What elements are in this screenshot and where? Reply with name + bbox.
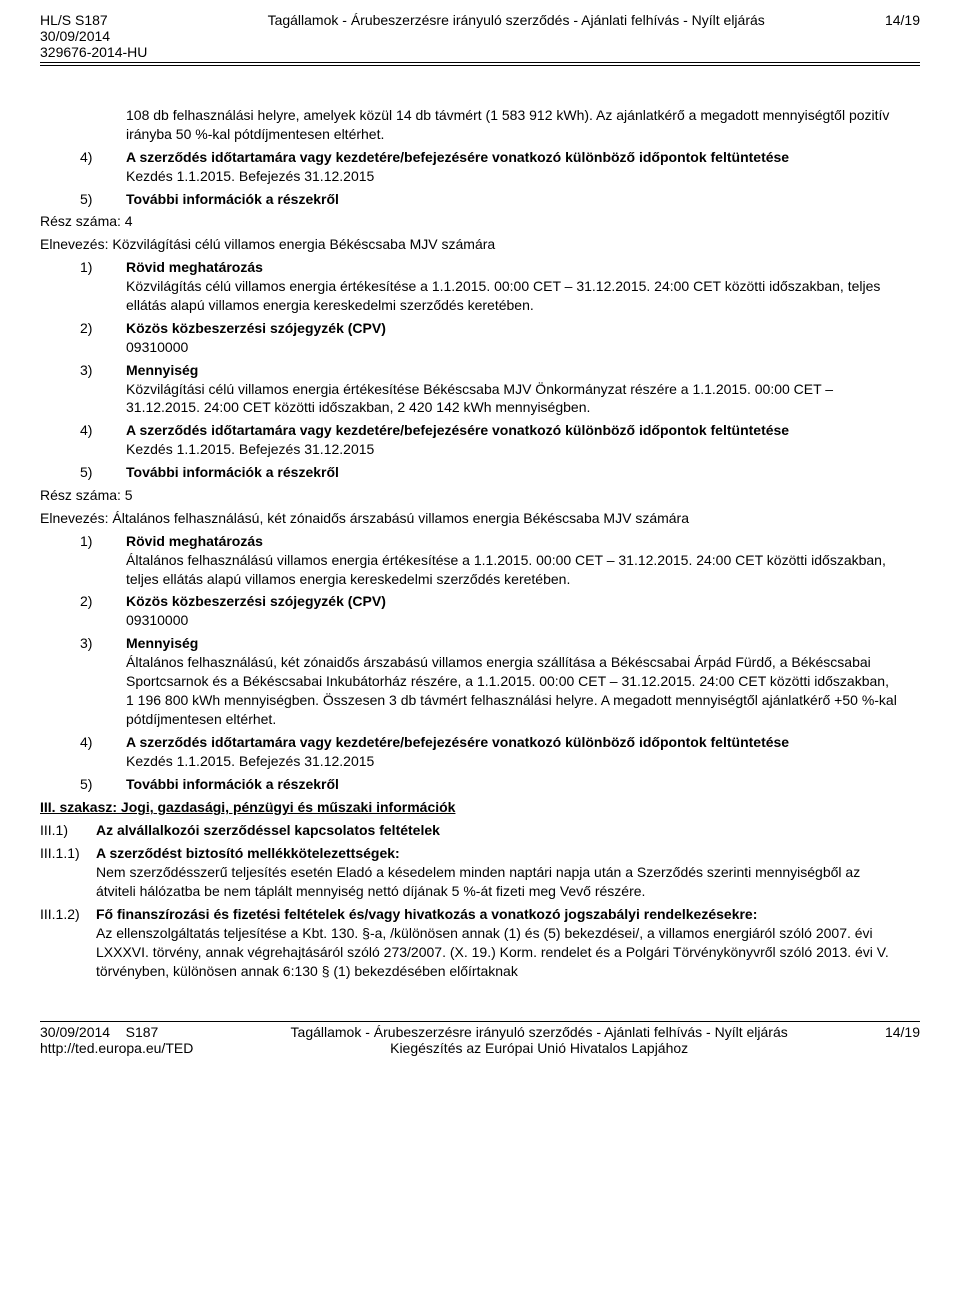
part4-item-4: 4) A szerződés időtartamára vagy kezdeté…: [80, 421, 900, 459]
part4-2-title: Közös közbeszerzési szójegyzék (CPV): [126, 319, 900, 338]
part-4-number: Rész száma: 4: [40, 212, 900, 231]
item-number: 3): [80, 634, 126, 728]
footer-date: 30/09/2014: [40, 1024, 110, 1040]
iii-number: III.1.1): [40, 844, 96, 901]
item-number: 2): [80, 319, 126, 357]
part5-4-title: A szerződés időtartamára vagy kezdetére/…: [126, 733, 900, 752]
part-5-name: Elnevezés: Általános felhasználású, két …: [40, 509, 900, 528]
part5-item-4: 4) A szerződés időtartamára vagy kezdeté…: [80, 733, 900, 771]
part5-item-3: 3) Mennyiség Általános felhasználású, ké…: [80, 634, 900, 728]
header-left: HL/S S187 30/09/2014 329676-2014-HU: [40, 12, 147, 60]
item-number: 4): [80, 148, 126, 186]
part4-item-2: 2) Közös közbeszerzési szójegyzék (CPV) …: [80, 319, 900, 357]
item-number: 3): [80, 361, 126, 418]
part4-1-title: Rövid meghatározás: [126, 258, 900, 277]
part5-3-body: Általános felhasználású, két zónaidős ár…: [126, 653, 900, 729]
item-number: 1): [80, 258, 126, 315]
item-number: 4): [80, 421, 126, 459]
iii-1-2-body: Az ellenszolgáltatás teljesítése a Kbt. …: [96, 924, 900, 981]
iii-number: III.1): [40, 821, 96, 840]
item-5-title: További információk a részekről: [126, 190, 900, 209]
intro-paragraph: 108 db felhasználási helyre, amelyek köz…: [126, 106, 900, 144]
header-title: Tagállamok - Árubeszerzésre irányuló sze…: [147, 12, 885, 28]
iii-number: III.1.2): [40, 905, 96, 981]
item-5: 5) További információk a részekről: [80, 190, 900, 209]
iii-1-1: III.1.1) A szerződést biztosító mellékkö…: [40, 844, 900, 901]
part5-2-body: 09310000: [126, 611, 900, 630]
header-divider: [40, 65, 920, 66]
part4-item-5: 5) További információk a részekről: [80, 463, 900, 482]
part4-2-body: 09310000: [126, 338, 900, 357]
item-4: 4) A szerződés időtartamára vagy kezdeté…: [80, 148, 900, 186]
part-5-number: Rész száma: 5: [40, 486, 900, 505]
part4-1-body: Közvilágítás célú villamos energia érték…: [126, 277, 900, 315]
document-body: 108 db felhasználási helyre, amelyek köz…: [40, 106, 920, 981]
part4-item-3: 3) Mennyiség Közvilágítási célú villamos…: [80, 361, 900, 418]
part4-4-body: Kezdés 1.1.2015. Befejezés 31.12.2015: [126, 440, 900, 459]
part4-3-body: Közvilágítási célú villamos energia érté…: [126, 380, 900, 418]
part5-item-5: 5) További információk a részekről: [80, 775, 900, 794]
section-iii-heading: III. szakasz: Jogi, gazdasági, pénzügyi …: [40, 799, 900, 815]
iii-1-1-body: Nem szerződésszerű teljesítés esetén Ela…: [96, 863, 900, 901]
part4-5-title: További információk a részekről: [126, 463, 900, 482]
item-number: 5): [80, 190, 126, 209]
item-number: 5): [80, 775, 126, 794]
part5-5-title: További információk a részekről: [126, 775, 900, 794]
header-id: 329676-2014-HU: [40, 44, 147, 60]
header-page-num: 14/19: [885, 12, 920, 28]
page-footer: 30/09/2014 S187 http://ted.europa.eu/TED…: [40, 1021, 920, 1056]
item-number: 5): [80, 463, 126, 482]
iii-1-1-title: A szerződést biztosító mellékkötelezetts…: [96, 844, 900, 863]
part4-3-title: Mennyiség: [126, 361, 900, 380]
part4-4-title: A szerződés időtartamára vagy kezdetére/…: [126, 421, 900, 440]
part4-item-1: 1) Rövid meghatározás Közvilágítás célú …: [80, 258, 900, 315]
page-header: HL/S S187 30/09/2014 329676-2014-HU Tagá…: [40, 12, 920, 63]
iii-1-title: Az alvállalkozói szerződéssel kapcsolato…: [96, 821, 900, 840]
part5-2-title: Közös közbeszerzési szójegyzék (CPV): [126, 592, 900, 611]
part5-1-body: Általános felhasználású villamos energia…: [126, 551, 900, 589]
part5-3-title: Mennyiség: [126, 634, 900, 653]
page: HL/S S187 30/09/2014 329676-2014-HU Tagá…: [0, 0, 960, 1076]
part5-item-1: 1) Rövid meghatározás Általános felhaszn…: [80, 532, 900, 589]
footer-page-num: 14/19: [885, 1024, 920, 1056]
footer-left: 30/09/2014 S187 http://ted.europa.eu/TED: [40, 1024, 193, 1056]
header-date: 30/09/2014: [40, 28, 147, 44]
item-number: 2): [80, 592, 126, 630]
item-4-title: A szerződés időtartamára vagy kezdetére/…: [126, 148, 900, 167]
iii-1: III.1) Az alvállalkozói szerződéssel kap…: [40, 821, 900, 840]
part5-item-2: 2) Közös közbeszerzési szójegyzék (CPV) …: [80, 592, 900, 630]
iii-1-2: III.1.2) Fő finanszírozási és fizetési f…: [40, 905, 900, 981]
footer-s-ref: S187: [126, 1024, 159, 1040]
iii-1-2-title: Fő finanszírozási és fizetési feltételek…: [96, 905, 900, 924]
footer-subtitle: Kiegészítés az Európai Unió Hivatalos La…: [193, 1040, 885, 1056]
item-4-body: Kezdés 1.1.2015. Befejezés 31.12.2015: [126, 167, 900, 186]
item-number: 4): [80, 733, 126, 771]
part5-4-body: Kezdés 1.1.2015. Befejezés 31.12.2015: [126, 752, 900, 771]
footer-title: Tagállamok - Árubeszerzésre irányuló sze…: [193, 1024, 885, 1040]
part-4-name: Elnevezés: Közvilágítási célú villamos e…: [40, 235, 900, 254]
part5-1-title: Rövid meghatározás: [126, 532, 900, 551]
header-ref: HL/S S187: [40, 12, 147, 28]
footer-url: http://ted.europa.eu/TED: [40, 1040, 193, 1056]
footer-center: Tagállamok - Árubeszerzésre irányuló sze…: [193, 1024, 885, 1056]
item-number: 1): [80, 532, 126, 589]
